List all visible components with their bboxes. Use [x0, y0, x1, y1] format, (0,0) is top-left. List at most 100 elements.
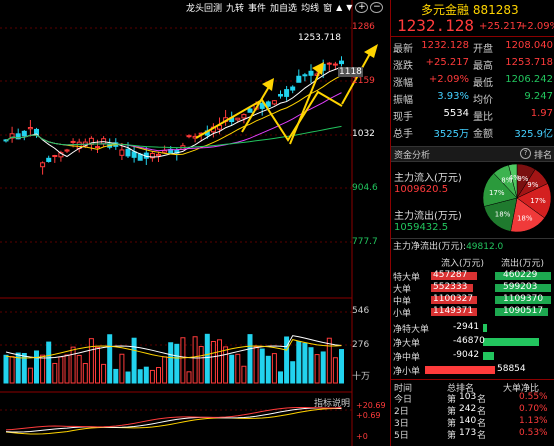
inflow-value: 457287	[433, 270, 468, 280]
net-flow-bar	[483, 324, 487, 332]
rank-prefix: 第	[447, 395, 457, 405]
candle-body	[339, 60, 344, 65]
quote-key: 涨幅	[393, 78, 413, 89]
volume-bar	[210, 341, 216, 384]
candle-body	[247, 108, 253, 113]
ma-line	[5, 125, 342, 149]
indicator-help-button[interactable]: 指标说明	[314, 399, 351, 409]
candle-body	[131, 151, 137, 158]
tab-fund-analysis[interactable]: 资金分析	[394, 151, 431, 161]
volume-bar	[180, 337, 186, 384]
outflow-bar	[495, 308, 548, 316]
candle-body	[95, 146, 100, 149]
rank-prefix: 第	[447, 419, 457, 429]
volume-bar	[125, 371, 131, 384]
quote-key: 最低	[473, 78, 493, 89]
candle-body	[265, 101, 271, 107]
net-flow-bar	[483, 352, 494, 360]
quote-key: 最高	[473, 61, 493, 72]
quote-key: 涨跌	[393, 61, 413, 72]
toolbar-item-window[interactable]: 窗	[323, 3, 333, 14]
candle-body	[271, 100, 277, 105]
inflow-value: 1149371	[433, 306, 474, 316]
net-outflow-label: 主力净流出(万元):	[393, 242, 467, 252]
kline-svg[interactable]	[0, 0, 390, 446]
quote-key: 金额	[473, 129, 493, 140]
quote-key: 振幅	[393, 95, 413, 106]
kline-chart-panel[interactable]: 龙头回测 九转 事件 加自选 均线 窗 ▲ ▼ + − 1286 1159 10…	[0, 0, 390, 446]
candle-body	[21, 130, 27, 137]
question-icon[interactable]: ?	[520, 148, 531, 159]
main-inflow-value: 1009620.5	[394, 184, 449, 195]
net-flow-row: 净特大单 -2941	[391, 322, 554, 335]
net-flow-bar	[483, 338, 539, 346]
net-outflow-value: 49812.0	[466, 242, 504, 252]
rank-table-header: 时间 总排名 大单净比	[391, 379, 554, 394]
net-flow-row: 净大单 -46870	[391, 336, 554, 349]
volume-ma-line	[5, 339, 342, 359]
main-outflow-value: 1059432.5	[394, 222, 449, 233]
last-price-marker: 1118	[338, 67, 363, 77]
chevron-up-icon[interactable]: ▲	[336, 2, 343, 12]
toolbar-item-events[interactable]: 事件	[248, 3, 267, 14]
outflow-value: 460229	[503, 270, 538, 280]
candle-body	[308, 70, 314, 76]
candle-body	[9, 133, 15, 139]
quote-value: +25.217	[425, 57, 469, 68]
net-flow-type: 净小单	[393, 367, 421, 377]
candle-body	[235, 117, 241, 121]
indicator-line	[5, 406, 342, 431]
volume-bar	[296, 341, 302, 384]
indicator-axis-label: +0	[356, 432, 368, 441]
toolbar-item-add-watchlist[interactable]: 加自选	[270, 3, 298, 14]
candle-body	[137, 153, 143, 161]
rank-number: 242	[459, 404, 477, 414]
rank-suffix: 名	[477, 407, 487, 417]
quote-value: 1253.718	[505, 57, 553, 68]
candle-body	[259, 102, 265, 109]
flow-type: 大单	[393, 285, 412, 295]
outflow-header: 流出(万元)	[501, 259, 545, 269]
volume-bar	[82, 363, 88, 384]
pie-slice-label: 9%	[517, 175, 528, 183]
toolbar-item-dragon-backtest[interactable]: 龙头回测	[186, 3, 223, 14]
volume-bar	[40, 354, 46, 384]
pie-slice-label: 9%	[527, 181, 538, 189]
net-flow-row: 净中单 -9042	[391, 350, 554, 363]
zoom-out-icon[interactable]: −	[370, 1, 384, 13]
rank-period: 5日	[394, 431, 409, 441]
volume-bar	[339, 349, 344, 384]
net-flow-value: -2941	[453, 322, 480, 332]
volume-bar	[137, 369, 143, 384]
toolbar-item-ma[interactable]: 均线	[301, 3, 320, 14]
volume-ma-line	[5, 335, 342, 359]
fund-analysis-header: 资金分析 ? 排名	[391, 146, 554, 162]
rank-bigratio: 0.53%	[519, 428, 548, 438]
volume-bar	[217, 339, 222, 384]
candle-body	[156, 153, 161, 157]
volume-bar	[253, 346, 259, 384]
volume-bar	[326, 337, 332, 384]
net-flow-row: 净小单 58854	[391, 364, 554, 377]
outflow-value: 599203	[503, 282, 538, 292]
rank-link[interactable]: 排名	[534, 151, 553, 161]
quote-key: 总手	[393, 129, 413, 140]
flow-row: 中单 1100327 1109370	[391, 294, 554, 307]
toolbar-item-jiuzhuan[interactable]: 九转	[226, 3, 245, 14]
rank-number: 103	[459, 392, 477, 402]
inflow-header: 流入(万元)	[441, 259, 485, 269]
quote-key: 最新	[393, 44, 413, 55]
quote-key: 现手	[393, 112, 413, 123]
candle-body	[64, 149, 70, 152]
zoom-in-icon[interactable]: +	[355, 1, 369, 13]
chevron-down-icon[interactable]: ▼	[346, 2, 353, 12]
rank-number: 173	[459, 428, 477, 438]
indicator-axis-label: +20.69	[356, 401, 386, 410]
quote-value: 1.97	[530, 108, 553, 119]
net-flow-type: 净特大单	[393, 325, 430, 335]
volume-bar	[149, 369, 155, 384]
candle-body	[241, 114, 247, 119]
inflow-bar	[431, 308, 477, 316]
volume-bar	[241, 365, 247, 384]
quote-value: 3.93%	[437, 91, 469, 102]
